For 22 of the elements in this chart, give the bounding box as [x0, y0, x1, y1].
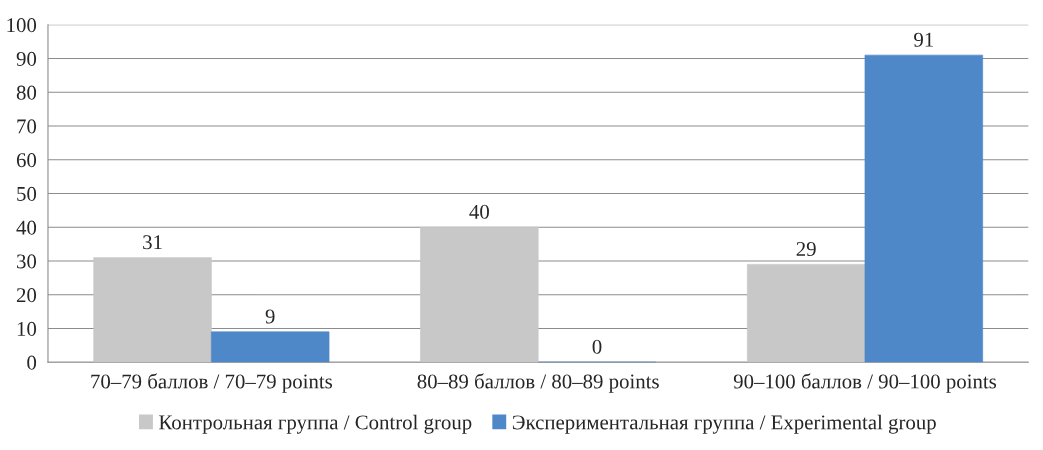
data-label: 9	[265, 309, 275, 324]
y-tick-label: 70	[17, 119, 37, 134]
data-label: 0	[592, 339, 602, 354]
y-tick-label: 30	[17, 254, 37, 269]
y-tick-label: 0	[27, 355, 37, 370]
y-tick-label: 60	[16, 153, 37, 168]
x-tick-label: 90–100 баллов / 90–100 points	[733, 373, 997, 393]
y-tick-label: 50	[17, 186, 37, 201]
data-label: 29	[796, 241, 816, 256]
data-label: 91	[914, 32, 933, 47]
legend-label: Контрольная группа / Control group	[159, 414, 472, 434]
y-tick-label: 100	[7, 18, 37, 33]
y-tick-label: 10	[17, 321, 37, 336]
y-tick-label: 20	[16, 288, 37, 303]
y-tick-label: 80	[16, 85, 37, 100]
x-tick-label: 80–89 баллов / 80–89 points	[417, 373, 659, 393]
legend-label: Экспериментальная группа / Experimental group	[512, 414, 936, 434]
data-label: 31	[143, 235, 162, 250]
data-label: 40	[469, 204, 489, 219]
y-tick-label: 40	[16, 220, 37, 235]
x-tick-label: 70–79 баллов / 70–79 points	[91, 373, 333, 393]
y-tick-label: 90	[16, 51, 37, 66]
